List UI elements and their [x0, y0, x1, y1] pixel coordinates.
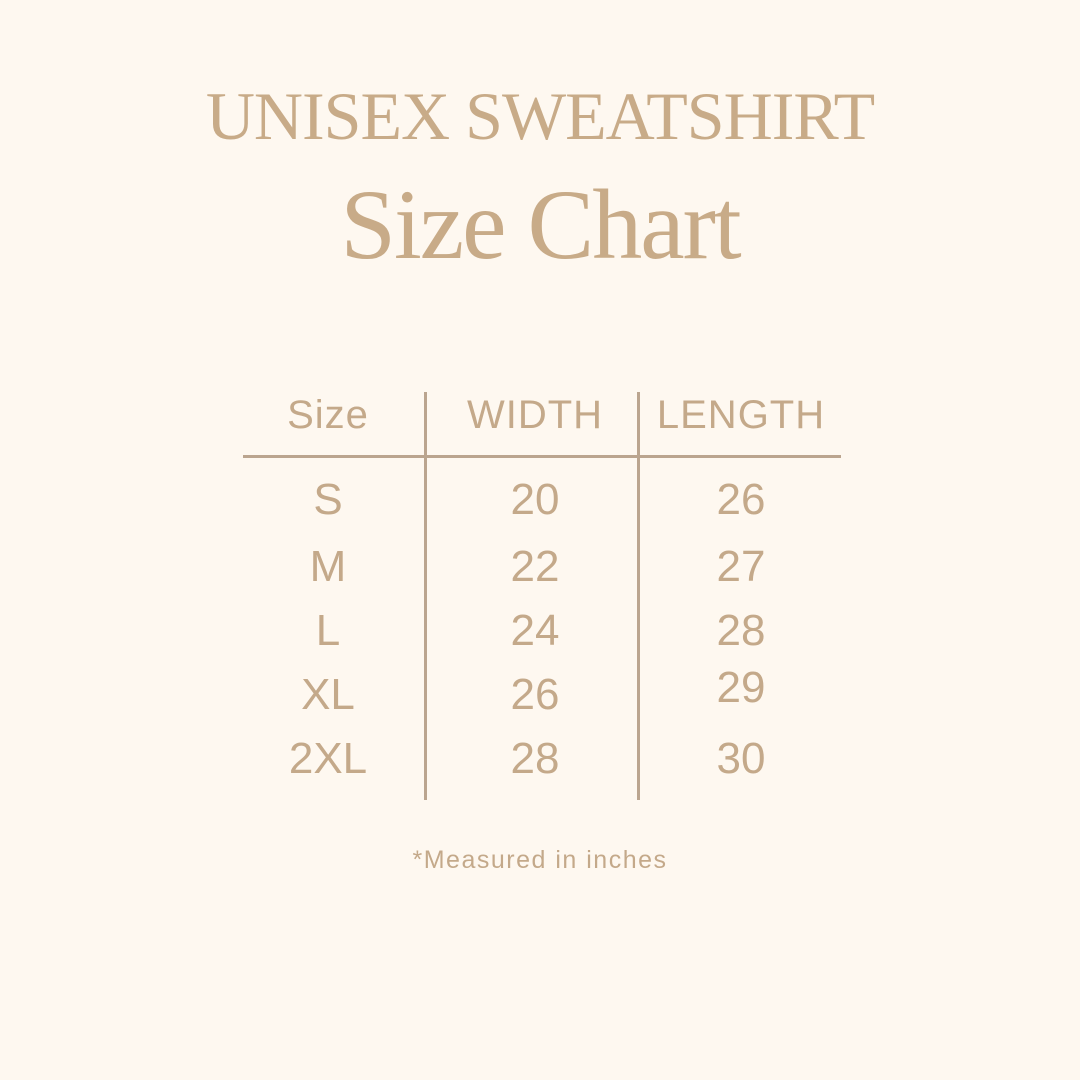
cell-width: 24 [510, 606, 560, 655]
footnote: *Measured in inches [412, 846, 668, 874]
cell-size: S [313, 475, 343, 524]
cell-width: 28 [510, 734, 560, 783]
title-line-1: UNISEX SWEATSHIRT [205, 78, 875, 154]
cell-length: 29 [716, 663, 766, 712]
column-header-width: WIDTH [466, 393, 604, 437]
cell-size: 2XL [288, 734, 368, 783]
column-header-size: Size [287, 393, 369, 437]
cell-length: 26 [716, 475, 766, 524]
cell-size: L [315, 606, 341, 655]
cell-width: 26 [510, 670, 560, 719]
page-title: Size Chart [340, 169, 741, 280]
cell-width: 20 [510, 475, 560, 524]
cell-width: 22 [510, 542, 560, 591]
header-divider [243, 455, 841, 458]
cell-length: 30 [716, 734, 766, 783]
column-header-length: LENGTH [656, 393, 826, 437]
cell-size: M [309, 542, 347, 591]
column-divider [637, 392, 640, 800]
cell-size: XL [301, 670, 355, 719]
column-divider [424, 392, 427, 800]
cell-length: 27 [716, 542, 766, 591]
cell-length: 28 [716, 606, 766, 655]
